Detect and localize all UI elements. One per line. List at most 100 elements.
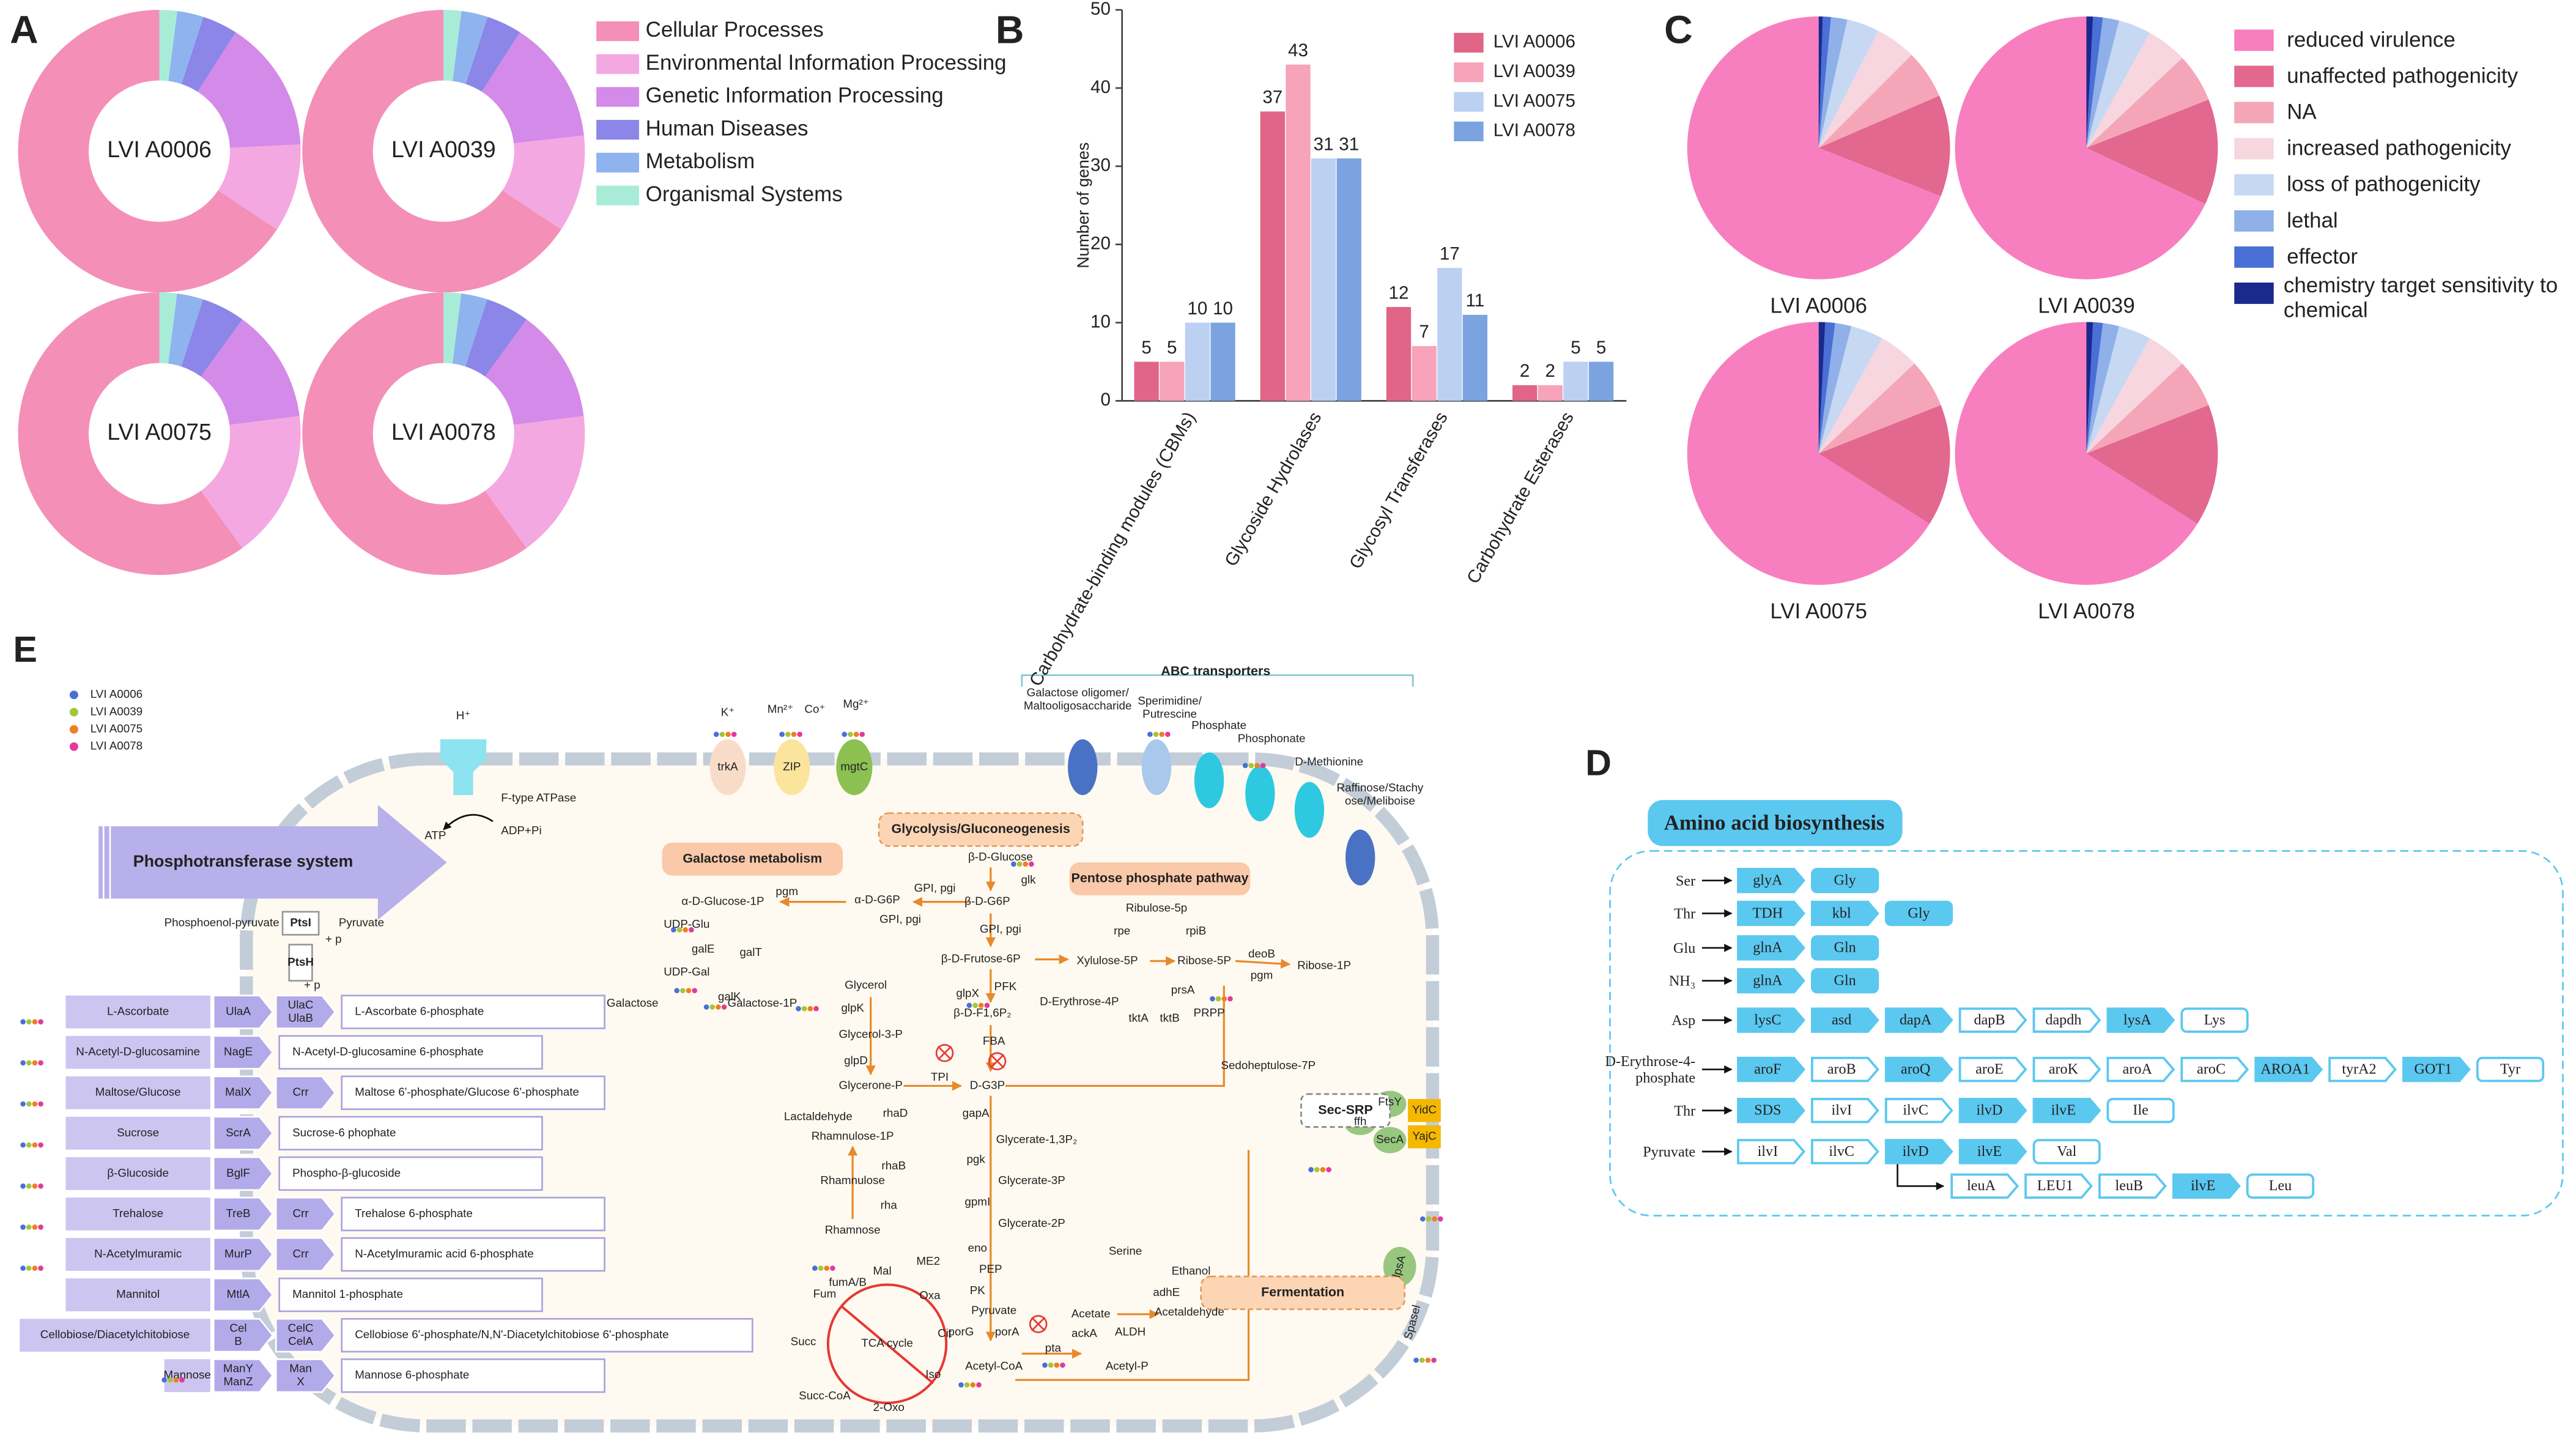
pathway-title: ABC transporters	[1161, 664, 1270, 678]
pathway-label: β-D-G6P	[964, 895, 1010, 908]
step-label: ilvE	[1977, 1143, 2002, 1160]
series-label: LVI A0039	[2038, 294, 2135, 318]
slice	[18, 292, 243, 576]
pathway-label: Glycerate-1,3P₂	[996, 1133, 1078, 1146]
pathway-label: Mal	[873, 1264, 891, 1277]
row-input: Ser	[1675, 872, 1696, 889]
enzyme-box	[2328, 1056, 2397, 1083]
step-label: Gly	[1908, 905, 1930, 921]
bar	[1210, 322, 1235, 401]
panel-label: A	[10, 8, 39, 52]
pathway-label: Ribose-1P	[1297, 958, 1351, 971]
substrate-box	[65, 1076, 210, 1109]
blocked	[935, 1043, 954, 1062]
presence-dot	[807, 1005, 813, 1012]
slice	[2086, 322, 2093, 454]
product-box	[2032, 1139, 2101, 1164]
pts-enzyme	[212, 1277, 274, 1313]
blocked	[988, 1052, 1007, 1070]
presence-dot	[680, 988, 686, 993]
product-box	[1811, 935, 1879, 961]
slice	[452, 10, 488, 84]
legend-swatch	[596, 120, 639, 140]
legend-dot	[69, 691, 78, 700]
enzyme-box	[1958, 1007, 2027, 1033]
product-box	[278, 1035, 543, 1070]
pathway-label: β-D-F1,6P₂	[953, 1006, 1011, 1019]
product-box	[1811, 868, 1879, 894]
slice	[1687, 322, 1930, 585]
pathway-label: rhaD	[883, 1106, 908, 1119]
pathway-label: rpe	[1114, 924, 1130, 937]
substrate-box	[65, 1116, 210, 1150]
pathway-label: prsA	[1171, 983, 1195, 996]
arrow	[1235, 958, 1291, 969]
ptsh-box	[288, 944, 313, 982]
legend-swatch	[596, 152, 639, 173]
enzyme-box	[1884, 1056, 1953, 1083]
legend-dot	[69, 725, 78, 734]
slice	[168, 10, 204, 84]
value-label: 5	[1596, 338, 1606, 358]
series-label: LVI A0075	[107, 419, 212, 445]
enzyme-box	[2032, 1098, 2101, 1124]
sec-protein	[1408, 1125, 1441, 1149]
presence-dot	[703, 1004, 709, 1010]
presence-dot	[683, 927, 688, 933]
slice	[2086, 17, 2119, 148]
pathway-label: UDP-Glu	[664, 917, 709, 930]
ptsi-box	[281, 911, 320, 936]
pathway-label: Glycerol-3-P	[838, 1027, 902, 1040]
pathway-label: tktB	[1160, 1011, 1179, 1024]
pathway-label: TCA cycle	[861, 1336, 913, 1349]
enzyme-box	[2098, 1173, 2167, 1199]
pathway-label: Oxa	[919, 1289, 941, 1301]
series-label: LVI A0006	[107, 136, 212, 162]
slice	[2086, 32, 2183, 148]
legend-swatch	[596, 185, 639, 205]
enzyme-label: X	[297, 1375, 305, 1388]
substrate-box	[65, 1035, 210, 1069]
enzyme-label: Crr	[293, 1247, 309, 1260]
presence-dot	[38, 1183, 43, 1189]
pathway-label: Phosphate	[1191, 719, 1246, 731]
product-box	[341, 1196, 605, 1232]
value-label: 10	[1187, 298, 1207, 319]
pathway-label: Mn²⁺	[768, 702, 793, 715]
slice	[302, 10, 561, 293]
series-label: LVI A0078	[2038, 599, 2135, 623]
slice	[1818, 54, 1939, 148]
presence-dot	[1153, 731, 1159, 737]
pathway-box	[1300, 1093, 1391, 1128]
pathway-label: trkA	[717, 760, 738, 772]
legend-label: loss of pathogenicity	[2287, 172, 2481, 196]
slice	[1818, 326, 1882, 454]
pathway-label: PtsH	[287, 955, 314, 968]
presence-dot	[813, 1005, 819, 1012]
x-tick-label: Carbohydrate-binding modules (CBMs)	[1026, 409, 1200, 690]
value-label: 37	[1262, 87, 1282, 108]
pathway-label: gpmI	[964, 1195, 990, 1208]
legend-label: LVI A0006	[91, 687, 142, 700]
presence-dot	[731, 731, 737, 737]
legend-label: unaffected pathogenicity	[2287, 64, 2518, 87]
presence-dot	[32, 1060, 38, 1066]
presence-dot	[779, 731, 785, 737]
enzyme-label: UlaC	[288, 998, 314, 1011]
presence-dot	[38, 1101, 43, 1107]
pathway-label: mgtC	[840, 760, 868, 772]
presence-dot	[173, 1377, 179, 1383]
substrate: Sucrose	[117, 1126, 159, 1139]
presence-dot	[32, 1265, 38, 1271]
substrate-box	[65, 995, 210, 1029]
presence-dot	[1314, 1167, 1320, 1172]
pathway-label: Maltooligosaccharide	[1024, 699, 1132, 712]
enzyme-label: MurP	[224, 1247, 252, 1260]
presence-dot	[796, 1005, 801, 1012]
enzyme-label: Cel	[229, 1321, 246, 1334]
product-box	[278, 1116, 543, 1151]
blocked-marks	[935, 1043, 1048, 1333]
presence-dot	[1326, 1167, 1331, 1172]
d-title-box	[1648, 800, 1903, 846]
pathway-title: Fermentation	[1261, 1285, 1344, 1300]
